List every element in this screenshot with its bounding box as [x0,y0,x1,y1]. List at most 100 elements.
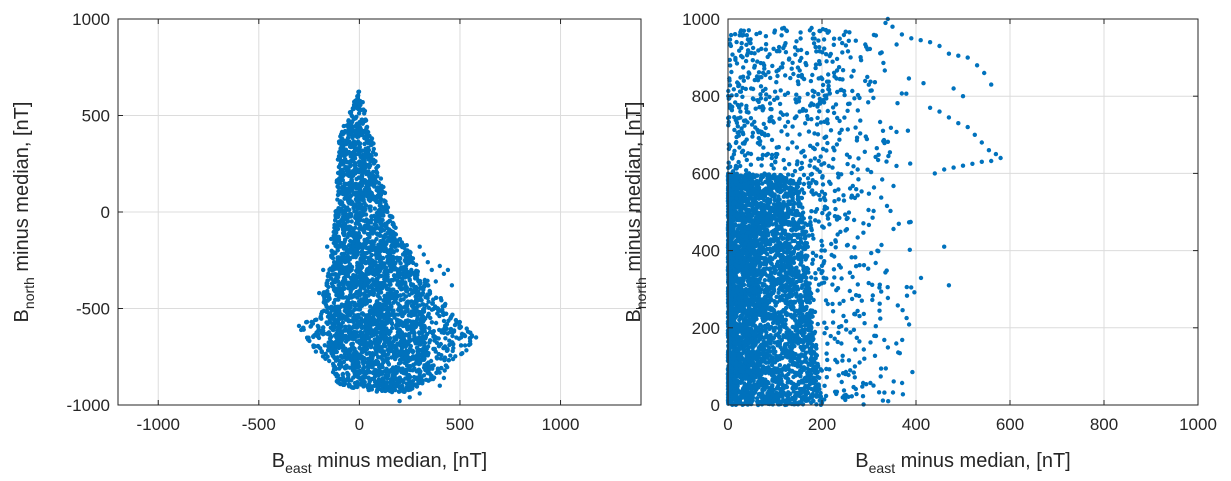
data-point [393,225,398,230]
data-point [349,385,355,390]
data-point [396,318,402,323]
data-point [322,300,328,305]
data-point [344,356,349,362]
data-point [389,321,395,327]
data-point [340,320,345,325]
data-point [388,380,394,385]
data-point [393,260,398,266]
data-point [344,304,349,309]
data-point [349,233,354,238]
data-point [362,200,367,206]
data-point [321,267,326,273]
data-point [412,374,417,380]
data-point [353,215,359,220]
data-point [335,255,340,260]
data-point [368,154,374,159]
data-point [336,340,342,345]
data-point [334,349,339,355]
y-tick-label: 0 [101,203,110,222]
data-point [343,348,348,353]
data-point [362,282,367,287]
data-point [369,290,375,295]
data-point [399,350,404,356]
data-point [374,263,379,269]
data-point [339,162,345,167]
data-point [313,349,319,354]
data-point [350,254,356,260]
data-point [453,354,458,359]
data-point [446,358,451,363]
data-point [327,358,332,364]
x-axis-label: Beast minus median, [nT] [272,450,487,476]
data-point [434,370,439,375]
data-point [375,193,380,198]
data-point [451,345,456,351]
data-point [359,333,364,338]
data-point [412,337,418,342]
x-tick-label: 1000 [542,415,580,434]
data-point [380,262,385,267]
data-point [363,155,368,160]
data-point [338,147,343,152]
data-point [341,246,347,251]
data-point [356,320,361,325]
data-point [322,291,328,296]
data-point [335,380,341,385]
data-point [396,312,401,317]
data-point [366,224,371,229]
data-point [385,209,390,215]
data-point [433,295,439,300]
data-point [417,391,422,396]
data-point [344,273,350,278]
data-point [408,346,413,351]
data-point [409,267,414,273]
left-scatter-plot: -1000 -500 0 500 1000-1000-50005001000Beast … [11,10,642,476]
data-point [335,324,341,330]
data-point [402,268,408,273]
data-point [357,244,362,250]
data-point [350,155,355,160]
data-point [427,364,432,369]
data-point [451,342,456,347]
data-point [395,293,400,299]
data-point [361,128,366,134]
data-point [351,149,357,154]
data-point [366,147,371,153]
data-point [336,220,341,225]
data-point [345,225,351,230]
data-point [343,237,348,242]
data-point [407,249,412,255]
data-point [390,387,395,392]
data-point [405,387,410,392]
data-point [423,334,428,339]
data-point [457,325,463,330]
data-point [385,226,390,231]
data-point [378,304,383,309]
data-point [417,281,422,286]
data-point [362,294,367,300]
data-point [367,164,372,170]
data-point [357,368,363,373]
data-point [444,322,450,327]
data-point [359,190,364,196]
data-point [323,351,328,357]
data-point [358,154,363,160]
data-point [326,330,332,335]
data-point [319,349,324,355]
data-point [436,343,442,349]
data-point [319,309,325,314]
data-point [388,345,393,350]
data-point [352,370,357,375]
data-point [352,162,357,168]
data-point [368,340,373,345]
data-point [367,311,373,316]
data-point [400,356,405,361]
data-point [378,267,383,272]
data-point [407,395,412,400]
x-tick-label: 0 [355,415,364,434]
data-point [363,260,369,265]
data-point [392,356,398,362]
data-point [363,323,369,328]
data-point [417,341,422,346]
data-point [359,227,365,232]
